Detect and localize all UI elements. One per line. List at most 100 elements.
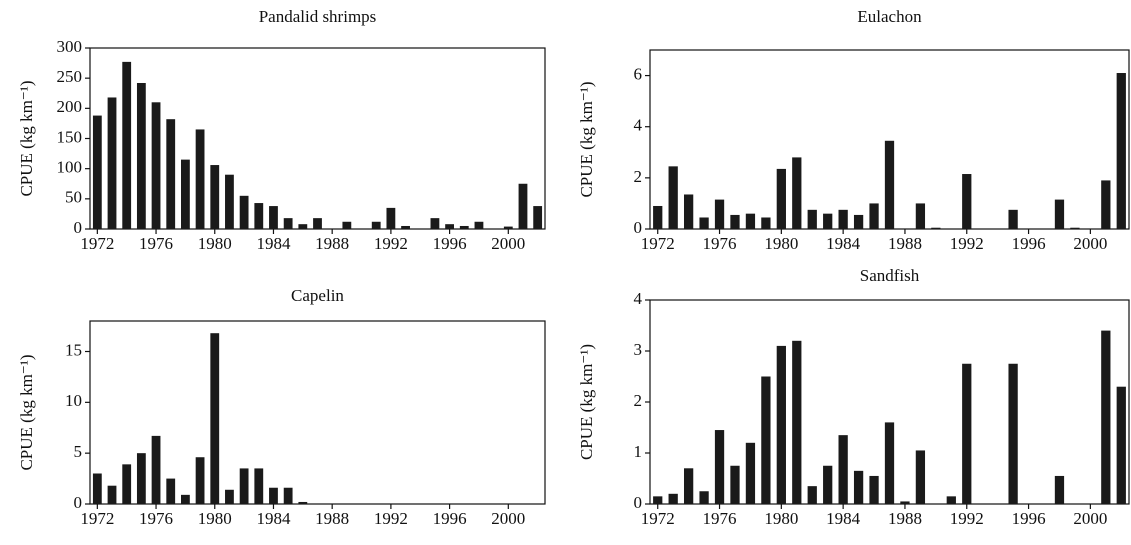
- bar: [225, 489, 234, 504]
- x-tick-label: 1984: [256, 509, 291, 528]
- bar: [838, 435, 848, 504]
- y-tick-label: 50: [65, 188, 82, 207]
- bar: [915, 450, 926, 504]
- bar: [107, 485, 117, 504]
- bar: [503, 226, 513, 229]
- x-tick-label: 1996: [1012, 509, 1046, 528]
- panel-title: Sandfish: [860, 266, 920, 285]
- bar: [962, 363, 972, 504]
- bar: [166, 119, 176, 229]
- y-tick-label: 4: [634, 116, 643, 135]
- y-tick-label: 0: [74, 493, 83, 512]
- bar: [869, 203, 879, 229]
- bar: [838, 209, 848, 229]
- bar: [807, 209, 817, 229]
- bar: [653, 496, 663, 504]
- x-tick-label: 1996: [433, 509, 467, 528]
- y-axis-label: CPUE (kg km⁻¹): [577, 81, 596, 197]
- bar: [946, 496, 956, 504]
- bar: [792, 340, 802, 504]
- x-tick-label: 1972: [641, 509, 675, 528]
- bar: [699, 491, 709, 504]
- x-tick-label: 1984: [826, 509, 861, 528]
- bar: [915, 203, 926, 229]
- y-tick-label: 300: [57, 37, 83, 56]
- bar: [1101, 330, 1111, 504]
- y-tick-label: 100: [57, 158, 83, 177]
- y-tick-label: 4: [634, 289, 643, 308]
- bar: [195, 457, 205, 504]
- bar: [342, 221, 352, 229]
- y-axis-label: CPUE (kg km⁻¹): [577, 344, 596, 460]
- y-tick-label: 15: [65, 340, 82, 359]
- y-tick-label: 5: [74, 442, 83, 461]
- bar: [386, 207, 396, 229]
- y-tick-label: 200: [57, 97, 83, 116]
- bar: [730, 465, 740, 504]
- bar: [313, 218, 322, 229]
- bar: [745, 442, 756, 504]
- bar: [962, 174, 972, 229]
- y-tick-label: 150: [57, 127, 83, 146]
- y-tick-label: 10: [65, 391, 82, 410]
- bar: [931, 227, 941, 229]
- bar: [269, 487, 278, 504]
- x-tick-label: 2000: [1073, 234, 1107, 253]
- bar: [239, 468, 249, 504]
- bar: [181, 494, 190, 504]
- bar: [298, 224, 308, 229]
- x-tick-label: 1972: [80, 509, 114, 528]
- bar: [1008, 209, 1018, 229]
- x-tick-label: 1988: [888, 234, 922, 253]
- x-tick-label: 1972: [641, 234, 675, 253]
- bar: [869, 475, 879, 504]
- axis-frame: [89, 320, 546, 505]
- x-tick-label: 1980: [198, 509, 232, 528]
- bar: [225, 174, 234, 229]
- bar: [884, 422, 895, 504]
- x-tick-label: 1992: [374, 509, 408, 528]
- x-tick-label: 1976: [139, 234, 173, 253]
- bar: [518, 183, 528, 229]
- bar: [683, 194, 694, 229]
- bar: [792, 157, 802, 229]
- bar: [166, 478, 176, 504]
- x-tick-label: 1980: [764, 509, 798, 528]
- bar: [776, 168, 786, 229]
- bar: [714, 199, 725, 229]
- y-tick-label: 3: [634, 340, 643, 359]
- y-axis-label: CPUE (kg km⁻¹): [17, 354, 36, 470]
- bar: [151, 102, 161, 229]
- y-tick-label: 1: [634, 442, 643, 461]
- bar: [371, 221, 381, 229]
- x-tick-label: 1988: [315, 234, 349, 253]
- y-tick-label: 250: [57, 67, 83, 86]
- bar: [761, 376, 771, 504]
- x-tick-label: 1980: [198, 234, 232, 253]
- y-tick-label: 6: [634, 64, 643, 83]
- x-tick-label: 1980: [764, 234, 798, 253]
- bar: [761, 217, 771, 229]
- bar: [823, 465, 833, 504]
- bar: [668, 493, 678, 504]
- x-tick-label: 1984: [826, 234, 861, 253]
- bar: [430, 218, 440, 229]
- panel-title: Capelin: [291, 286, 344, 305]
- bar: [653, 205, 663, 229]
- bar: [745, 213, 756, 229]
- bar: [533, 206, 543, 229]
- y-tick-label: 0: [634, 218, 643, 237]
- bar: [459, 225, 469, 229]
- bar: [853, 470, 864, 504]
- bar: [254, 468, 264, 504]
- bar: [136, 453, 146, 504]
- bar: [445, 224, 454, 229]
- bar: [298, 501, 308, 504]
- x-tick-label: 1992: [950, 234, 984, 253]
- bar: [92, 473, 102, 504]
- bar: [210, 333, 220, 504]
- panel-title: Pandalid shrimps: [259, 7, 377, 26]
- bar: [714, 430, 725, 504]
- bar: [254, 203, 264, 229]
- bar: [823, 213, 833, 229]
